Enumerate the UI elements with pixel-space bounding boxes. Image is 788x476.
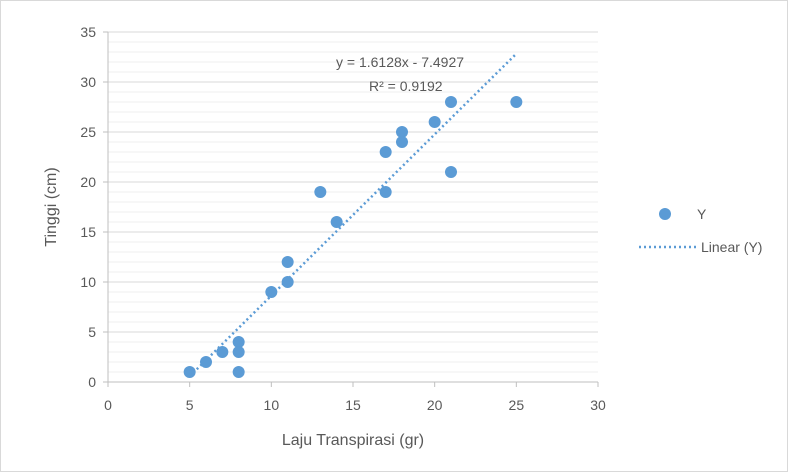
x-tick-label: 15: [345, 397, 361, 413]
data-point: [281, 276, 294, 288]
data-point: [396, 126, 408, 138]
legend-marker-y: [659, 208, 671, 220]
x-axis-title: Laju Transpirasi (gr): [282, 432, 424, 449]
data-point: [265, 286, 278, 298]
legend: Y Linear (Y): [639, 206, 762, 255]
data-point: [445, 166, 457, 178]
data-point: [232, 366, 245, 378]
trendline: [188, 52, 518, 378]
y-tick-label: 5: [88, 324, 96, 340]
data-point: [183, 366, 196, 378]
data-point: [281, 256, 294, 268]
data-point: [428, 116, 441, 128]
y-tick-label: 15: [80, 224, 96, 240]
data-point: [330, 216, 343, 228]
y-tick-label: 25: [80, 124, 96, 140]
x-tick-label: 5: [186, 397, 194, 413]
data-point: [232, 336, 245, 348]
x-tick-label: 25: [509, 397, 525, 413]
data-point: [379, 146, 392, 158]
x-tick-label: 10: [264, 397, 280, 413]
data-point: [314, 186, 327, 198]
y-tick-label: 10: [80, 274, 96, 290]
x-tick-label: 20: [427, 397, 443, 413]
data-point: [232, 346, 245, 358]
tick-labels: 0 5 10 15 20 25 30 0 5 10 15 20 25 30 35: [80, 24, 606, 413]
data-points: [183, 96, 523, 378]
data-point: [396, 136, 408, 148]
trendline-equation-label: y = 1.6128x - 7.4927: [336, 54, 464, 70]
y-tick-label: 30: [80, 74, 96, 90]
legend-label-y: Y: [697, 206, 707, 222]
data-point: [510, 96, 523, 108]
trendline-r2-label: R² = 0.9192: [369, 78, 443, 94]
data-point: [445, 96, 457, 108]
legend-label-linear: Linear (Y): [701, 239, 762, 255]
y-tick-label: 20: [80, 174, 96, 190]
y-axis-title: Tinggi (cm): [43, 167, 60, 246]
data-point: [379, 186, 392, 198]
y-tick-label: 35: [80, 24, 96, 40]
data-point: [200, 356, 212, 368]
x-tick-label: 30: [590, 397, 606, 413]
gridlines: [108, 31, 598, 373]
data-point: [216, 346, 229, 358]
axes: [103, 31, 599, 387]
trendline-group: [188, 52, 518, 378]
y-tick-label: 0: [88, 374, 96, 390]
x-tick-label: 0: [104, 397, 112, 413]
